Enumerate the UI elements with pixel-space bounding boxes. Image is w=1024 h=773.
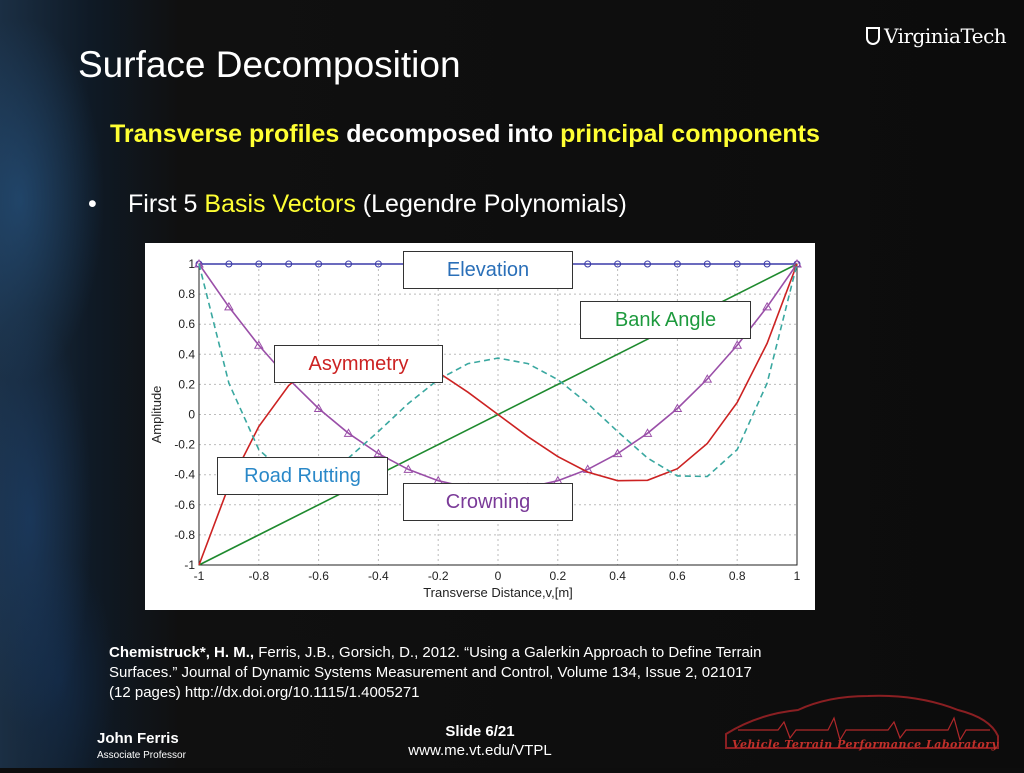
data-point-elevation [374,260,382,268]
vtpl-car-outline-icon [725,694,999,749]
x-tick-label: -0.6 [308,569,329,583]
bullet-text-1: First 5 [128,190,205,218]
data-point-crowning [642,428,653,437]
y-tick-label: 0.8 [178,287,195,301]
x-tick-label: -0.8 [248,569,269,583]
y-tick-label: -0.2 [174,438,195,452]
y-tick-label: 1 [188,257,195,271]
data-point-crowning [343,428,354,437]
bullet-text-2: (Legendre Polynomials) [355,190,627,218]
bullet-point: • First 5 Basis Vectors (Legendre Polynom… [88,190,627,219]
bullet-highlight: Basis Vectors [204,190,356,218]
vtpl-lab-name: Vehicle Terrain Performance Laboratory [732,738,999,751]
y-axis-label: Amplitude [149,386,164,444]
data-point-crowning [612,448,623,458]
x-tick-label: 1 [794,569,801,583]
bullet-icon: • [88,190,97,218]
x-tick-label: 0.8 [729,569,746,583]
x-tick-label: -0.4 [368,569,389,583]
y-tick-label: 0 [188,408,195,422]
subtitle-highlight-2: principal components [560,120,820,148]
shield-icon [866,27,880,45]
data-point-crowning [762,301,772,311]
data-point-elevation [345,260,352,268]
y-tick-label: 0.4 [178,347,195,361]
data-point-crowning [403,464,414,473]
y-tick-label: -1 [184,558,195,572]
y-tick-label: -0.4 [174,468,195,482]
data-point-elevation [584,260,592,268]
y-tick-label: 0.2 [178,377,195,391]
y-tick-label: -0.8 [174,528,195,542]
callout-crowning: Crowning [403,483,573,521]
x-axis-label: Transverse Distance,v,[m] [423,585,573,600]
presenter-info: John Ferris Associate Professor [97,730,186,761]
logo-text: VirginiaTech [884,24,1007,48]
footer-url: www.me.vt.edu/VTPL [408,742,552,759]
citation-text: Ferris, J.B., Gorsich, D., 2012. “Using … [109,644,762,701]
subtitle-highlight-1: Transverse profiles [110,120,340,148]
x-tick-label: -0.2 [428,569,449,583]
slide-footer: Slide 6/21 www.me.vt.edu/VTPL [380,723,580,759]
data-point-crowning [253,340,264,349]
y-tick-label: -0.6 [174,498,195,512]
data-point-elevation [614,260,622,268]
data-point-elevation [673,260,681,268]
x-tick-label: -1 [194,569,205,583]
data-point-crowning [672,403,683,412]
subtitle-middle: decomposed into [339,120,561,148]
x-tick-label: 0 [495,569,502,583]
callout-asymmetry: Asymmetry [274,345,443,383]
slide-number: Slide 6/21 [445,723,515,740]
chart-svg: -1 -0.8 -0.6 -0.4 -0.2 0 0.2 0.4 0.6 0.8 1 1 0.8 0.6 0… [149,257,802,600]
vtpl-logo: Vehicle Terrain Performance Laboratory [718,688,1008,768]
data-point-crowning [313,403,324,412]
presenter-name: John Ferris [97,730,179,747]
x-tick-label: 0.4 [609,569,626,583]
y-tick-label: 0.6 [178,317,195,331]
data-point-elevation [315,260,323,268]
data-point-elevation [733,260,741,268]
callout-elevation: Elevation [403,251,573,289]
data-point-elevation [255,260,263,268]
data-point-elevation [763,260,771,268]
virginia-tech-logo: VirginiaTech [866,24,1007,48]
slide-title: Surface Decomposition [78,44,461,85]
x-tick-label: 0.6 [669,569,686,583]
data-point-crowning [732,340,743,349]
presenter-role: Associate Professor [97,750,186,761]
citation: Chemistruck*, H. M., Ferris, J.B., Gorsi… [109,643,769,703]
callout-bank-angle: Bank Angle [580,301,751,339]
x-tick-label: 0.2 [549,569,566,583]
data-point-crowning [373,448,384,458]
slide-subtitle: Transverse profiles decomposed into prin… [110,120,820,149]
callout-road-rutting: Road Rutting [217,457,388,495]
data-point-elevation [285,260,293,268]
legendre-chart: -1 -0.8 -0.6 -0.4 -0.2 0 0.2 0.4 0.6 0.8 1 1 0.8 0.6 0… [145,243,815,610]
data-point-crowning [224,301,234,311]
data-point-elevation [644,260,651,268]
data-point-crowning [702,374,713,383]
data-point-elevation [703,260,711,268]
citation-author: Chemistruck*, H. M., [109,644,255,661]
data-point-elevation [225,260,233,268]
